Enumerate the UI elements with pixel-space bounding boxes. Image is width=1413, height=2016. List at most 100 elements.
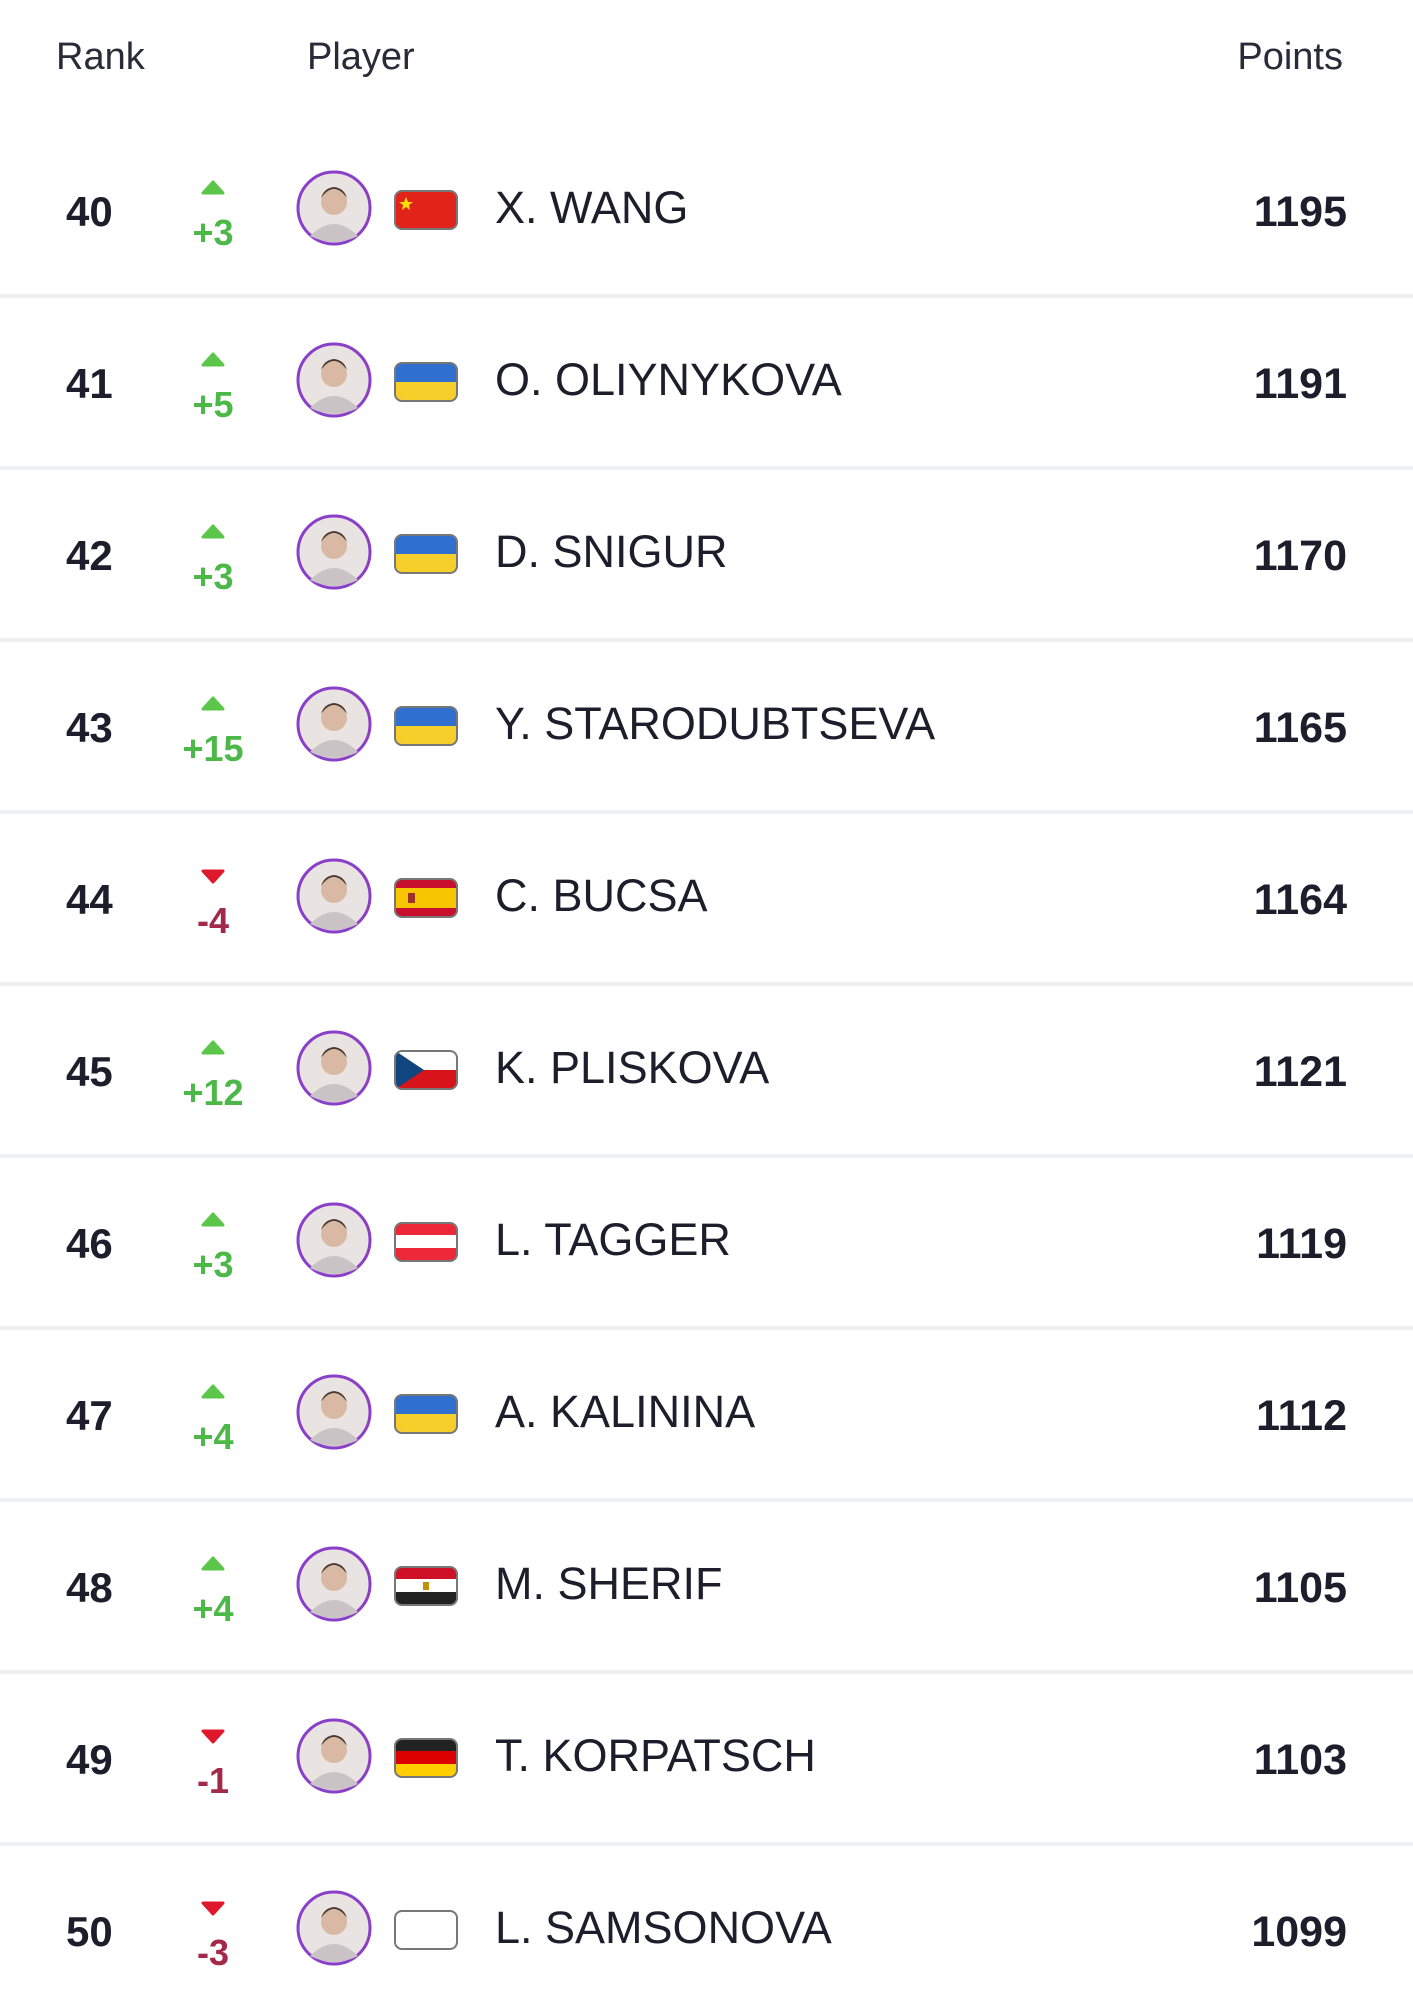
points: 1164 bbox=[1253, 876, 1347, 924]
player-avatar bbox=[294, 1200, 374, 1285]
player-avatar bbox=[294, 856, 374, 941]
rank-change: -4 bbox=[196, 900, 229, 941]
ranking-row[interactable]: 44 -4 C. BUCSA 1164 bbox=[0, 812, 1413, 984]
trend-arrow bbox=[201, 352, 225, 373]
player-name: A. KALININA bbox=[495, 1386, 756, 1437]
ranking-row[interactable]: 45 +12 K. PLISKOVA 1121 bbox=[0, 984, 1413, 1156]
rank-change: +4 bbox=[192, 1588, 234, 1629]
row-separator bbox=[0, 810, 1413, 814]
rank: 42 bbox=[66, 532, 113, 579]
country-flag bbox=[394, 878, 458, 923]
points: 1103 bbox=[1253, 1736, 1347, 1784]
rank: 40 bbox=[66, 188, 113, 235]
trend-arrow bbox=[201, 1728, 225, 1749]
points: 1119 bbox=[1256, 1220, 1347, 1268]
ranking-row[interactable]: 46 +3 L. TAGGER 1119 bbox=[0, 1156, 1413, 1328]
ranking-row[interactable]: 48 +4 M. SHERIF 1105 bbox=[0, 1500, 1413, 1672]
player-name: D. SNIGUR bbox=[495, 526, 728, 577]
row-separator bbox=[0, 1498, 1413, 1502]
country-flag bbox=[394, 362, 458, 407]
player-name: O. OLIYNYKOVA bbox=[495, 354, 842, 405]
trend-arrow bbox=[201, 1900, 225, 1921]
player-name: L. SAMSONOVA bbox=[495, 1902, 832, 1953]
trend-arrow bbox=[201, 180, 225, 201]
rank: 45 bbox=[66, 1048, 113, 1095]
country-flag bbox=[394, 706, 458, 751]
row-separator bbox=[0, 1154, 1413, 1158]
country-flag bbox=[394, 1222, 458, 1267]
rank-change: +3 bbox=[192, 1244, 234, 1285]
rank-change: +15 bbox=[182, 728, 244, 769]
rank-change: +3 bbox=[192, 212, 234, 253]
player-avatar bbox=[294, 1372, 374, 1457]
trend-arrow bbox=[201, 696, 225, 717]
player-name: X. WANG bbox=[495, 182, 689, 233]
trend-arrow bbox=[201, 1384, 225, 1405]
player-avatar bbox=[294, 1716, 374, 1801]
trend-arrow bbox=[201, 1556, 225, 1577]
points: 1165 bbox=[1253, 704, 1347, 752]
ranking-row[interactable]: 40 +3 X. WANG 1195 bbox=[0, 124, 1413, 296]
player-name: M. SHERIF bbox=[495, 1558, 723, 1609]
row-separator bbox=[0, 1326, 1413, 1330]
rank: 50 bbox=[66, 1908, 113, 1955]
country-flag bbox=[394, 1050, 458, 1095]
rank: 49 bbox=[66, 1736, 113, 1783]
country-flag bbox=[394, 1394, 458, 1439]
player-name: C. BUCSA bbox=[495, 870, 708, 921]
row-separator bbox=[0, 466, 1413, 470]
player-avatar bbox=[294, 512, 374, 597]
player-name: Y. STARODUBTSEVA bbox=[495, 698, 936, 749]
rank: 48 bbox=[66, 1564, 113, 1611]
ranking-row[interactable]: 41 +5 O. OLIYNYKOVA 1191 bbox=[0, 296, 1413, 468]
row-separator bbox=[0, 1670, 1413, 1674]
points: 1191 bbox=[1253, 360, 1347, 408]
player-avatar bbox=[294, 1028, 374, 1113]
ranking-row[interactable]: 42 +3 D. SNIGUR 1170 bbox=[0, 468, 1413, 640]
ranking-row[interactable]: 49 -1 T. KORPATSCH 1103 bbox=[0, 1672, 1413, 1844]
trend-arrow bbox=[201, 868, 225, 889]
points: 1099 bbox=[1251, 1908, 1347, 1956]
player-name: T. KORPATSCH bbox=[495, 1730, 816, 1781]
rank-header: Rank bbox=[56, 36, 145, 78]
player-name: L. TAGGER bbox=[495, 1214, 731, 1265]
rank: 43 bbox=[66, 704, 113, 751]
country-flag bbox=[394, 190, 458, 235]
trend-arrow bbox=[201, 1212, 225, 1233]
ranking-row[interactable]: 43 +15 Y. STARODUBTSEVA 1165 bbox=[0, 640, 1413, 812]
rank-change: -1 bbox=[196, 1760, 229, 1801]
country-flag bbox=[394, 534, 458, 579]
row-separator bbox=[0, 982, 1413, 986]
row-separator bbox=[0, 1842, 1413, 1846]
player-avatar bbox=[294, 168, 374, 253]
points: 1121 bbox=[1253, 1048, 1347, 1096]
row-separator bbox=[0, 294, 1413, 298]
rank: 46 bbox=[66, 1220, 113, 1267]
points: 1170 bbox=[1253, 532, 1347, 580]
rank-change: +3 bbox=[192, 556, 234, 597]
player-avatar bbox=[294, 1544, 374, 1629]
points: 1195 bbox=[1253, 188, 1347, 236]
ranking-row[interactable]: 50 -3 L. SAMSONOVA 1099 bbox=[0, 1844, 1413, 2016]
rank-change: +5 bbox=[192, 384, 234, 425]
points: 1105 bbox=[1253, 1564, 1347, 1612]
player-avatar bbox=[294, 1888, 374, 1973]
points-header: Points bbox=[1237, 36, 1343, 78]
player-avatar bbox=[294, 340, 374, 425]
rank: 41 bbox=[66, 360, 113, 407]
rank-change: +12 bbox=[182, 1072, 244, 1113]
country-flag bbox=[394, 1738, 458, 1783]
row-separator bbox=[0, 638, 1413, 642]
rank: 47 bbox=[66, 1392, 113, 1439]
player-avatar bbox=[294, 684, 374, 769]
trend-arrow bbox=[201, 1040, 225, 1061]
ranking-row[interactable]: 47 +4 A. KALININA 1112 bbox=[0, 1328, 1413, 1500]
trend-arrow bbox=[201, 524, 225, 545]
rank-change: -3 bbox=[196, 1932, 229, 1973]
rank: 44 bbox=[66, 876, 113, 923]
country-flag bbox=[394, 1566, 458, 1611]
player-header: Player bbox=[307, 36, 415, 78]
rank-change: +4 bbox=[192, 1416, 234, 1457]
country-flag bbox=[394, 1910, 458, 1955]
